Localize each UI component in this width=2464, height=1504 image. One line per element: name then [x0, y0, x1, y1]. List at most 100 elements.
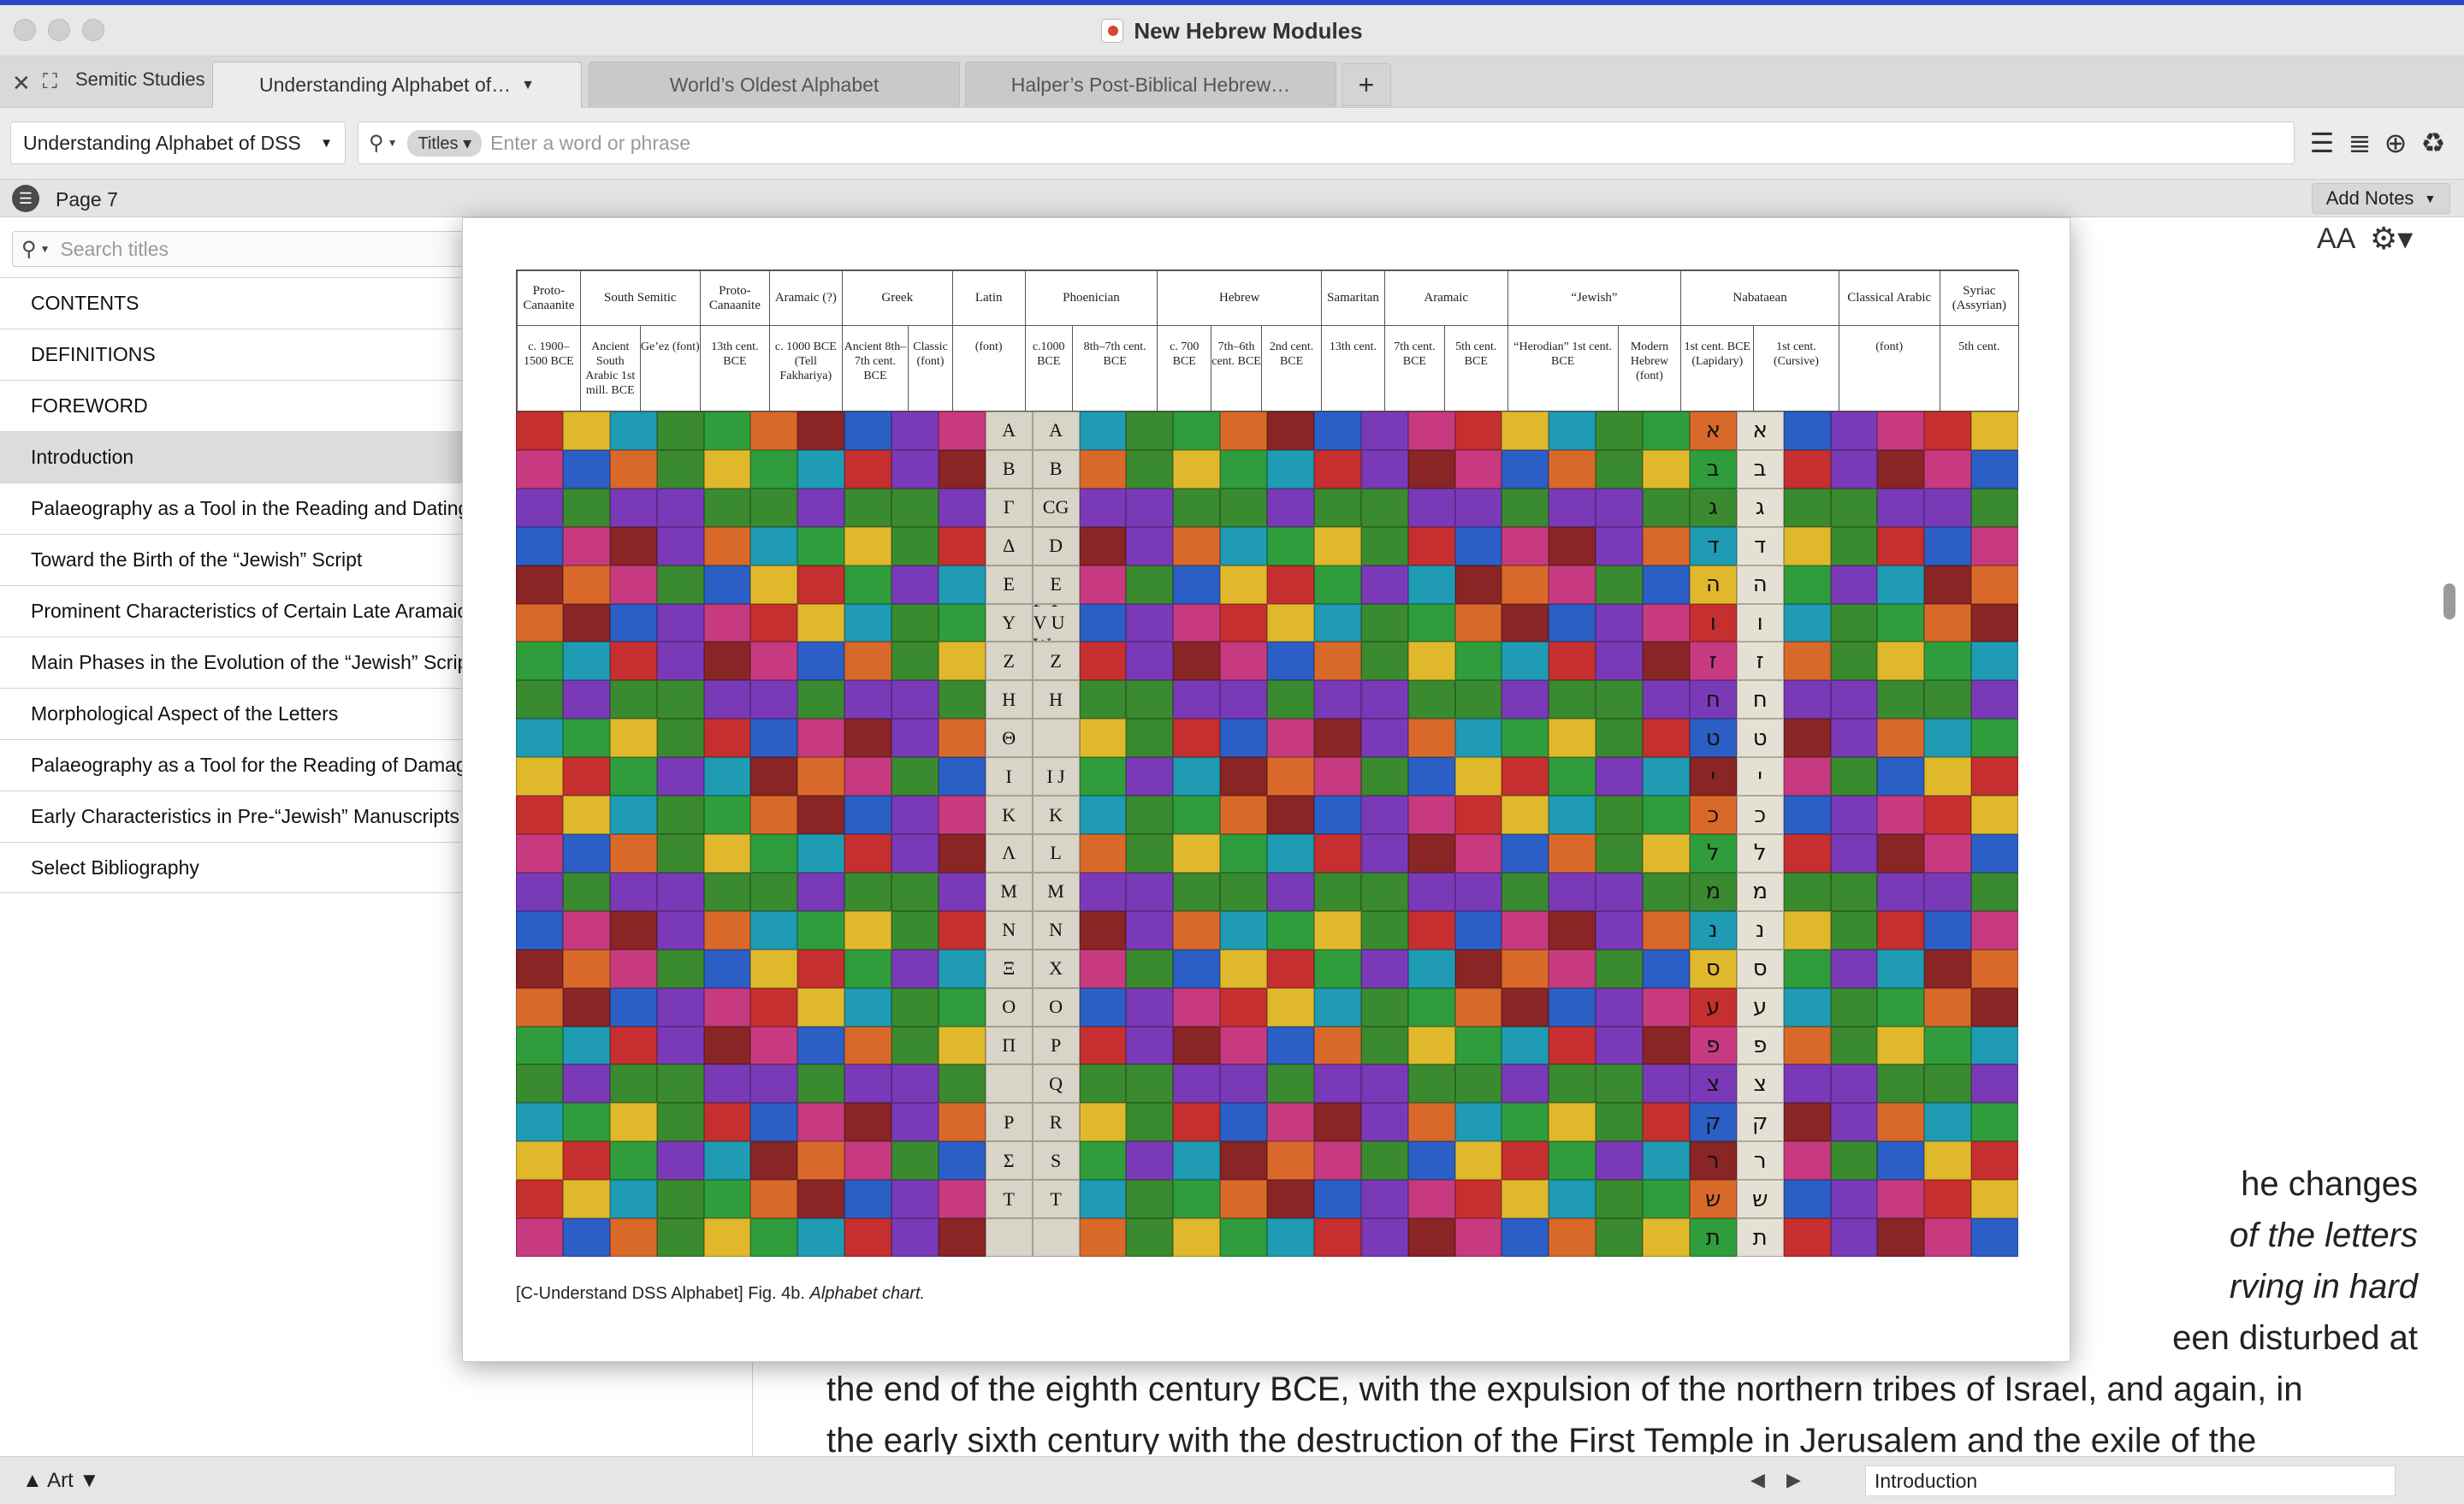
- tab-halpers-post-biblical[interactable]: Halper’s Post-Biblical Hebrew…: [965, 62, 1336, 108]
- title-search-input[interactable]: Search titles: [60, 237, 169, 260]
- document-select[interactable]: Understanding Alphabet of DSS ▼: [10, 121, 346, 164]
- letter-cell: [844, 680, 891, 719]
- sidebar-item-early-characteristics[interactable]: Early Characteristics in Pre-“Jewish” Ma…: [0, 790, 753, 842]
- letter-cell: [1549, 1141, 1596, 1181]
- letter-cell: [1267, 565, 1314, 604]
- add-notes-button[interactable]: Add Notes ▼: [2312, 183, 2450, 214]
- sidebar-item-palaeography-damaged[interactable]: Palaeography as a Tool for the Reading o…: [0, 739, 753, 790]
- letter-cell: [750, 412, 798, 450]
- letter-cell: [1220, 872, 1267, 911]
- letter-cell: א: [1736, 412, 1784, 450]
- letter-cell: [891, 603, 939, 642]
- scrollbar-thumb[interactable]: [2443, 583, 2455, 619]
- art-filter-button[interactable]: ▲ Art ▼: [22, 1469, 100, 1492]
- recycle-icon[interactable]: ♻: [2420, 127, 2446, 158]
- letter-cell: [1079, 526, 1127, 565]
- outline-icon[interactable]: ≣: [2348, 127, 2372, 158]
- tab-worlds-oldest-alphabet[interactable]: World’s Oldest Alphabet: [589, 62, 960, 108]
- sidebar-item-late-aramaic[interactable]: Prominent Characteristics of Certain Lat…: [0, 585, 753, 637]
- letter-cell: Σ: [985, 1141, 1033, 1181]
- location-field[interactable]: Introduction: [1865, 1466, 2396, 1496]
- chart-sub-header: 8th–7th cent. BCE: [1071, 325, 1158, 412]
- chevron-down-icon[interactable]: ▼: [521, 77, 535, 92]
- letter-cell: [1971, 1180, 2018, 1219]
- sidebar-item-morphological-aspect[interactable]: Morphological Aspect of the Letters: [0, 688, 753, 739]
- sidebar-item-contents[interactable]: CONTENTS: [0, 277, 753, 329]
- letter-cell: [1407, 987, 1455, 1027]
- letter-cell: [656, 642, 704, 681]
- letter-cell: [938, 680, 986, 719]
- text-size-icon[interactable]: AA: [2317, 222, 2356, 255]
- letter-cell: ד: [1689, 526, 1737, 565]
- letter-cell: [656, 526, 704, 565]
- letter-cell: [1360, 757, 1408, 796]
- letter-cell: [1549, 719, 1596, 758]
- letter-cell: [1267, 719, 1314, 758]
- letter-cell: [703, 910, 751, 950]
- letter-cell: [1549, 488, 1596, 527]
- previous-arrow-icon[interactable]: ◀: [1750, 1469, 1765, 1490]
- chevron-down-icon[interactable]: ▼: [387, 137, 398, 149]
- sidebar-item-definitions[interactable]: DEFINITIONS: [0, 329, 753, 380]
- text-line: of the letters: [2229, 1217, 2418, 1254]
- letter-cell: [891, 1064, 939, 1104]
- letter-cell: [1173, 1064, 1221, 1104]
- sidebar-item-palaeography-reading-dating[interactable]: Palaeography as a Tool in the Reading an…: [0, 483, 753, 534]
- letter-cell: [797, 603, 845, 642]
- hamburger-icon[interactable]: ☰: [2309, 127, 2335, 158]
- close-workspace-icon[interactable]: ✕: [12, 70, 31, 96]
- expand-icon[interactable]: ⛶: [43, 70, 57, 93]
- sidebar-item-main-phases[interactable]: Main Phases in the Evolution of the “Jew…: [0, 637, 753, 688]
- close-window-button[interactable]: [14, 19, 36, 41]
- title-search-field[interactable]: ⚲ ▼ Search titles: [12, 231, 525, 267]
- letter-cell: [1643, 565, 1690, 604]
- sidebar-item-foreword[interactable]: FOREWORD: [0, 380, 753, 431]
- search-box[interactable]: ⚲ ▼ Titles ▾ Enter a word or phrase: [358, 121, 2295, 164]
- letter-cell: [891, 526, 939, 565]
- letter-cell: [609, 834, 657, 873]
- chart-sub-header: Ge’ez (font): [639, 325, 701, 412]
- add-tab-button[interactable]: +: [1342, 63, 1391, 106]
- tab-understanding-alphabet[interactable]: Understanding Alphabet of… ▼: [212, 62, 582, 108]
- chevron-down-icon[interactable]: ▼: [39, 243, 50, 255]
- gear-icon[interactable]: ⚙▾: [2370, 221, 2414, 256]
- letter-cell: CG: [1032, 488, 1080, 527]
- add-circle-icon[interactable]: ⊕: [2384, 127, 2408, 158]
- minimize-window-button[interactable]: [48, 19, 70, 41]
- letter-cell: [1126, 565, 1174, 604]
- letter-cell: [1502, 719, 1549, 758]
- letter-cell: [656, 1218, 704, 1257]
- letter-cell: [1313, 680, 1361, 719]
- list-icon[interactable]: ☰: [12, 185, 39, 212]
- letter-cell: [1173, 872, 1221, 911]
- letter-cell: [609, 526, 657, 565]
- letter-cell: [1267, 910, 1314, 950]
- letter-cell: [1313, 1141, 1361, 1181]
- letter-cell: [797, 642, 845, 681]
- letter-cell: [1079, 1141, 1127, 1181]
- letter-cell: [1596, 1026, 1643, 1065]
- next-arrow-icon[interactable]: ▶: [1786, 1469, 1801, 1490]
- sidebar-item-birth-jewish-script[interactable]: Toward the Birth of the “Jewish” Script: [0, 534, 753, 585]
- search-scope-select[interactable]: Titles ▾: [407, 129, 483, 157]
- search-icon[interactable]: ⚲: [369, 131, 384, 155]
- letter-cell: [1783, 987, 1831, 1027]
- letter-cell: [1783, 1026, 1831, 1065]
- letter-cell: [750, 1141, 798, 1181]
- letter-cell: [1596, 757, 1643, 796]
- letter-cell: [1643, 757, 1690, 796]
- zoom-window-button[interactable]: [82, 19, 104, 41]
- letter-cell: [609, 565, 657, 604]
- search-input[interactable]: Enter a word or phrase: [490, 131, 691, 154]
- letter-cell: [656, 757, 704, 796]
- letter-cell: ל: [1689, 834, 1737, 873]
- letter-cell: [1079, 719, 1127, 758]
- chart-sub-header: c. 700 BCE: [1157, 325, 1212, 412]
- document-select-value: Understanding Alphabet of DSS: [23, 131, 301, 154]
- sidebar-item-select-bibliography[interactable]: Select Bibliography: [0, 842, 753, 893]
- letter-cell: [891, 757, 939, 796]
- workspace-label[interactable]: Semitic Studies: [75, 68, 205, 90]
- chart-sub-header: Ancient South Arabic 1st mill. BCE: [579, 325, 641, 412]
- letter-cell: [938, 412, 986, 450]
- letter-cell: [516, 1141, 563, 1181]
